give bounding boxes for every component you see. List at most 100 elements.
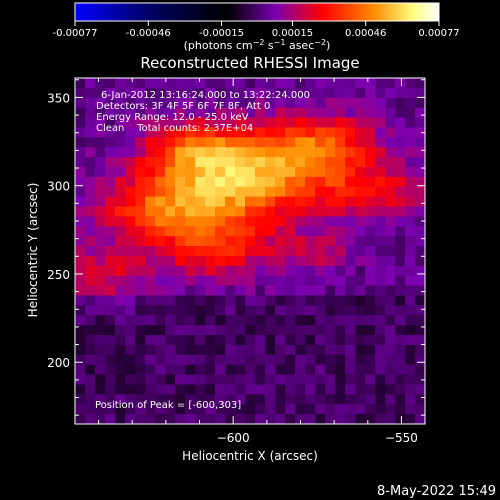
- heatmap-cell: [285, 275, 296, 287]
- heatmap-cell: [265, 275, 276, 287]
- heatmap-cell: [175, 87, 186, 99]
- heatmap-cell: [145, 107, 156, 119]
- heatmap-cell: [165, 87, 176, 99]
- heatmap-cell: [105, 166, 116, 178]
- heatmap-cell: [205, 147, 216, 158]
- heatmap-cell: [355, 354, 366, 366]
- heatmap-cell: [175, 117, 186, 129]
- heatmap-cell: [315, 236, 326, 247]
- heatmap-cell: [325, 255, 336, 267]
- heatmap-cell: [385, 335, 396, 346]
- heatmap-cell: [395, 186, 406, 198]
- heatmap-cell: [155, 404, 166, 415]
- heatmap-cell: [265, 226, 276, 237]
- heatmap-cell: [235, 97, 246, 109]
- heatmap-cell: [245, 354, 256, 366]
- heatmap-cell: [295, 206, 306, 217]
- heatmap-cell: [365, 117, 376, 129]
- heatmap-cell: [365, 335, 376, 346]
- heatmap-cell: [415, 117, 425, 129]
- heatmap-cell: [145, 295, 156, 306]
- heatmap-cell: [295, 325, 306, 336]
- heatmap-cell: [385, 176, 396, 188]
- heatmap-cell: [225, 414, 236, 424]
- heatmap-cell: [335, 275, 346, 287]
- heatmap-cell: [245, 246, 256, 257]
- heatmap-cell: [285, 157, 296, 168]
- heatmap-cell: [295, 364, 306, 376]
- heatmap-cell: [215, 325, 226, 336]
- heatmap-cell: [405, 117, 416, 129]
- heatmap-cell: [275, 117, 286, 129]
- heatmap-cell: [115, 315, 126, 326]
- heatmap-cell: [135, 137, 146, 148]
- heatmap-cell: [375, 97, 386, 109]
- heatmap-cell: [305, 78, 316, 89]
- heatmap-cell: [385, 305, 396, 316]
- heatmap-cell: [295, 275, 306, 287]
- heatmap-cell: [355, 344, 366, 356]
- heatmap-cell: [285, 414, 296, 424]
- heatmap-cell: [155, 255, 166, 267]
- heatmap-cell: [375, 344, 386, 356]
- heatmap-cell: [85, 354, 96, 366]
- heatmap-cell: [305, 196, 316, 208]
- heatmap-cell: [395, 147, 406, 158]
- heatmap-cell: [295, 236, 306, 247]
- heatmap-cell: [95, 295, 106, 306]
- heatmap-cell: [135, 147, 146, 158]
- heatmap-cell: [315, 97, 326, 109]
- heatmap-cell: [355, 384, 366, 395]
- heatmap-cell: [295, 127, 306, 138]
- heatmap-cell: [165, 305, 176, 316]
- heatmap-cell: [225, 394, 236, 405]
- heatmap-cell: [125, 404, 136, 415]
- heatmap-cell: [395, 246, 406, 257]
- heatmap-cell: [355, 364, 366, 376]
- heatmap-cell: [145, 354, 156, 366]
- heatmap-cell: [265, 315, 276, 326]
- heatmap-cell: [305, 255, 316, 267]
- heatmap-cell: [115, 364, 126, 376]
- heatmap-cell: [85, 117, 96, 129]
- heatmap-cell: [305, 364, 316, 376]
- heatmap-cell: [305, 107, 316, 119]
- heatmap-cell: [185, 206, 196, 217]
- heatmap-cell: [355, 404, 366, 415]
- heatmap-cell: [245, 206, 256, 217]
- heatmap-cell: [405, 394, 416, 405]
- heatmap-cell: [355, 216, 366, 227]
- heatmap-cell: [215, 305, 226, 316]
- heatmap-cell: [225, 206, 236, 217]
- heatmap-cell: [405, 166, 416, 178]
- heatmap-cell: [85, 364, 96, 376]
- heatmap-cell: [295, 384, 306, 395]
- heatmap-cell: [295, 186, 306, 198]
- heatmap-cell: [205, 374, 216, 386]
- colorbar-tick-label: -0.00046: [126, 28, 171, 39]
- heatmap-cell: [415, 196, 425, 208]
- heatmap-cell: [255, 414, 266, 424]
- heatmap-cell: [335, 97, 346, 109]
- heatmap-cell: [355, 236, 366, 247]
- heatmap-cell: [105, 295, 116, 306]
- heatmap-cell: [285, 166, 296, 178]
- heatmap-cell: [405, 305, 416, 316]
- heatmap-cell: [335, 414, 346, 424]
- heatmap-cell: [415, 335, 425, 346]
- heatmap-cell: [285, 147, 296, 158]
- heatmap-cell: [225, 97, 236, 109]
- heatmap-cell: [245, 186, 256, 198]
- heatmap-cell: [265, 216, 276, 227]
- heatmap-cell: [135, 394, 146, 405]
- heatmap-cell: [75, 325, 86, 336]
- heatmap-cell: [125, 364, 136, 376]
- heatmap-cell: [145, 394, 156, 405]
- heatmap-cell: [365, 166, 376, 178]
- heatmap-cell: [125, 246, 136, 257]
- colorbar-ticks: -0.00077 -0.00046 -0.00015 0.00015 0.00046 0.…: [53, 21, 460, 39]
- heatmap-cell: [285, 87, 296, 99]
- heatmap-cell: [155, 246, 166, 257]
- heatmap-cell: [255, 325, 266, 336]
- heatmap-cell: [335, 186, 346, 198]
